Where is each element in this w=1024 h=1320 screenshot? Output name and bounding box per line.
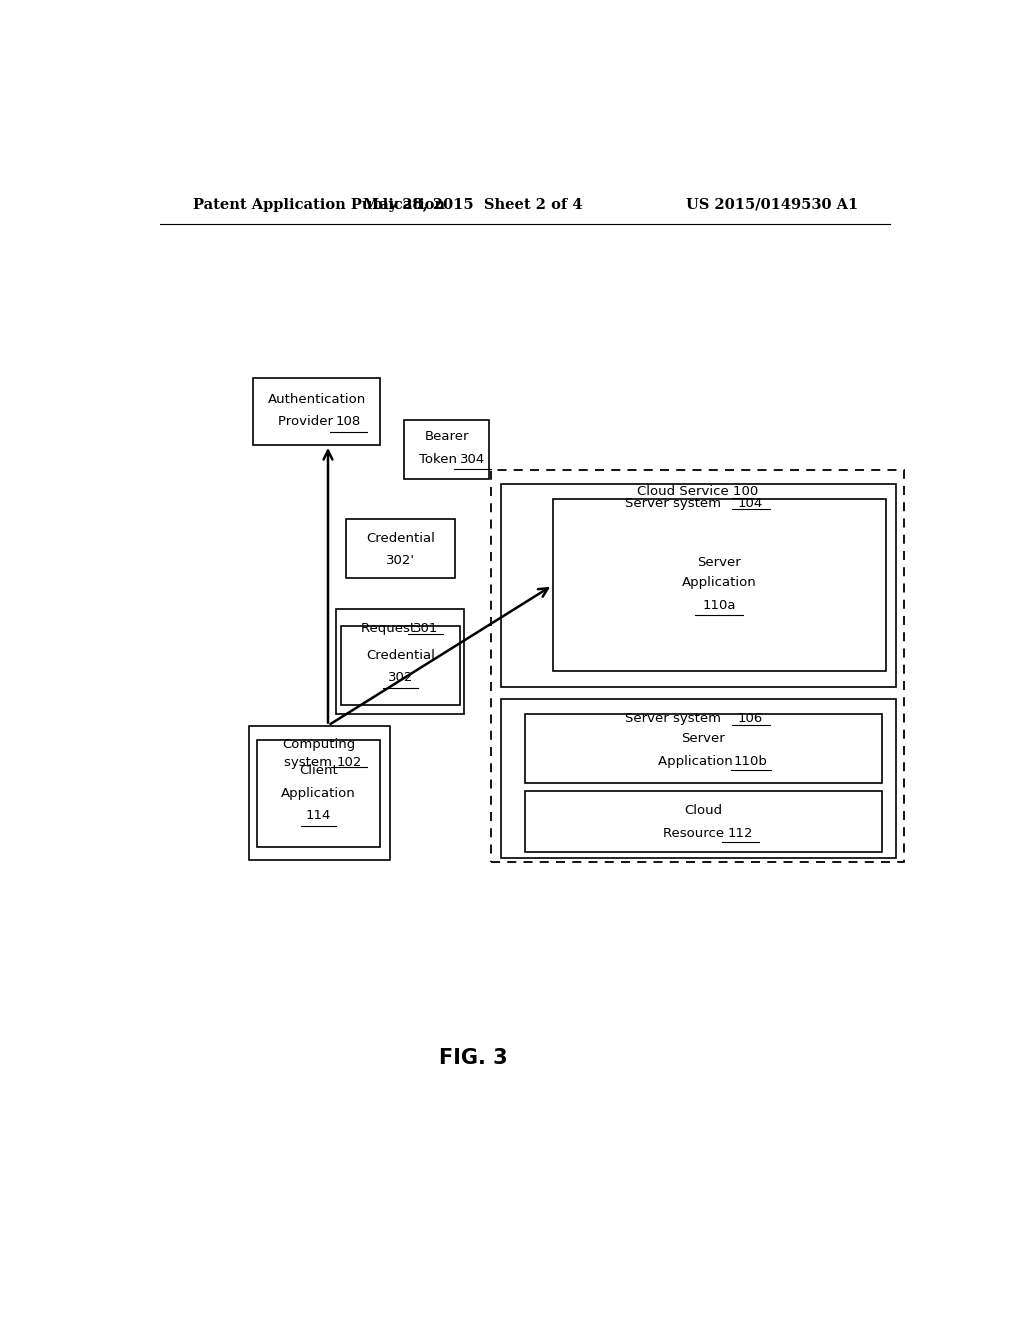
Text: 301: 301 — [413, 622, 438, 635]
Text: Credential: Credential — [367, 532, 435, 545]
Text: Client: Client — [299, 764, 338, 777]
Bar — [524, 714, 882, 784]
Text: Server: Server — [697, 556, 741, 569]
Text: Computing: Computing — [283, 738, 356, 751]
Text: 108: 108 — [336, 416, 361, 428]
Bar — [524, 791, 882, 851]
Text: Request: Request — [361, 622, 420, 635]
Text: 304: 304 — [460, 453, 485, 466]
Text: Cloud: Cloud — [684, 804, 722, 817]
Text: US 2015/0149530 A1: US 2015/0149530 A1 — [686, 198, 858, 211]
Text: 102: 102 — [337, 756, 362, 770]
Text: 106: 106 — [737, 713, 763, 725]
Bar — [257, 739, 380, 846]
Text: Server: Server — [682, 733, 725, 746]
Text: Bearer: Bearer — [424, 430, 469, 444]
Bar — [553, 499, 886, 671]
Text: Token: Token — [419, 453, 462, 466]
Text: Patent Application Publication: Patent Application Publication — [194, 198, 445, 211]
Text: Application: Application — [282, 787, 355, 800]
Text: FIG. 3: FIG. 3 — [439, 1048, 508, 1068]
Text: Cloud Service 100: Cloud Service 100 — [637, 484, 759, 498]
Bar — [341, 626, 460, 705]
Text: Resource: Resource — [663, 826, 728, 840]
Bar — [336, 609, 465, 714]
Text: system: system — [284, 756, 336, 770]
Text: Server system: Server system — [625, 496, 725, 510]
Text: Credential: Credential — [366, 649, 434, 661]
Text: Authentication: Authentication — [267, 393, 366, 405]
Bar — [501, 483, 896, 686]
Text: Provider: Provider — [278, 416, 337, 428]
Bar — [404, 420, 489, 479]
Text: 302': 302' — [386, 554, 415, 568]
Bar — [249, 726, 390, 859]
Text: 110b: 110b — [734, 755, 768, 768]
Bar — [253, 378, 380, 445]
Text: 112: 112 — [728, 826, 754, 840]
Bar — [492, 470, 904, 862]
Text: 104: 104 — [737, 496, 763, 510]
Text: May 28, 2015  Sheet 2 of 4: May 28, 2015 Sheet 2 of 4 — [364, 198, 583, 211]
Text: 302: 302 — [387, 672, 413, 684]
Text: Application: Application — [657, 755, 736, 768]
Text: Application: Application — [682, 577, 757, 589]
Bar — [346, 519, 455, 578]
Text: 114: 114 — [306, 809, 331, 822]
Bar — [501, 700, 896, 858]
Text: 110a: 110a — [702, 598, 736, 611]
Text: Server system: Server system — [625, 713, 725, 725]
